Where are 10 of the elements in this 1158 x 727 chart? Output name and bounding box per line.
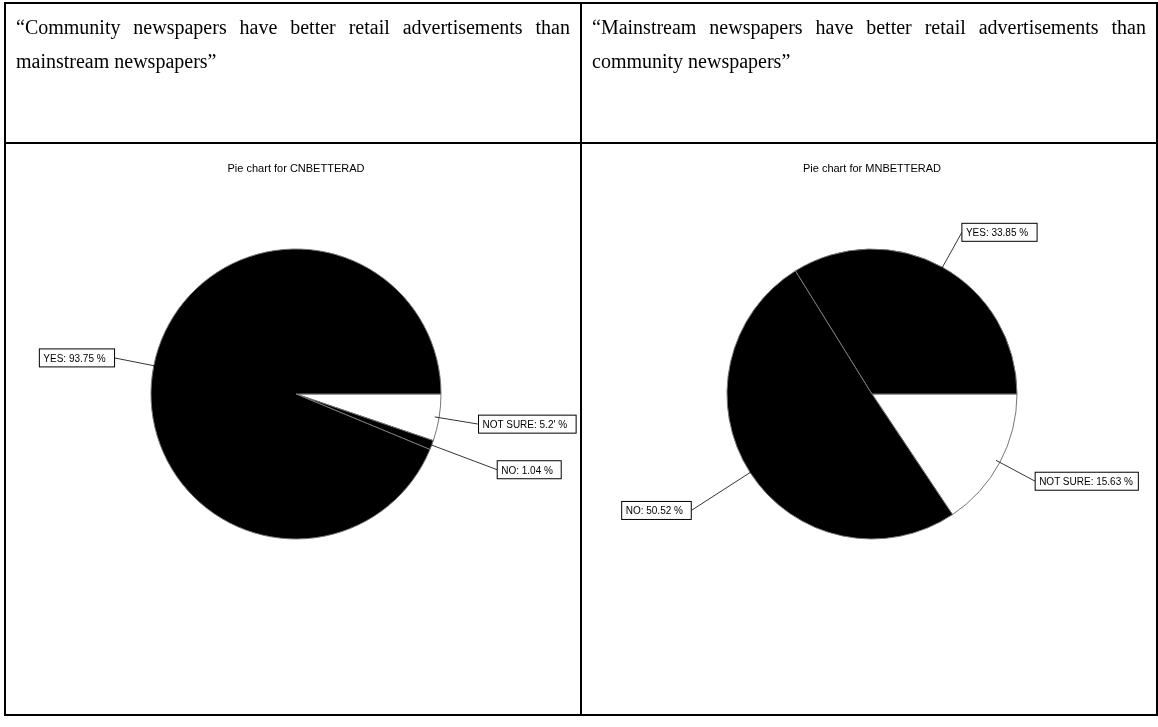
chart-subtitle: “Community newspapers have better retail advertisements than mainstream newspapers” (6, 4, 580, 144)
slice-label: YES: 93.75 % (43, 352, 106, 364)
slice-label: NO: 50.52 % (625, 505, 684, 517)
slice-label: NOT SURE: 5.2' % (482, 419, 568, 431)
chart-title: Pie chart for CNBETTERAD (227, 162, 365, 174)
chart-title: Pie chart for MNBETTERAD (802, 162, 942, 174)
chart-subtitle: “Mainstream newspapers have better retail advertisements than community newspapers” (582, 4, 1156, 144)
slice-label: NO: 1.04 % (501, 464, 554, 476)
slice-label: YES: 33.85 % (965, 227, 1029, 239)
slice-label: NOT SURE: 15.63 % (1039, 476, 1133, 488)
